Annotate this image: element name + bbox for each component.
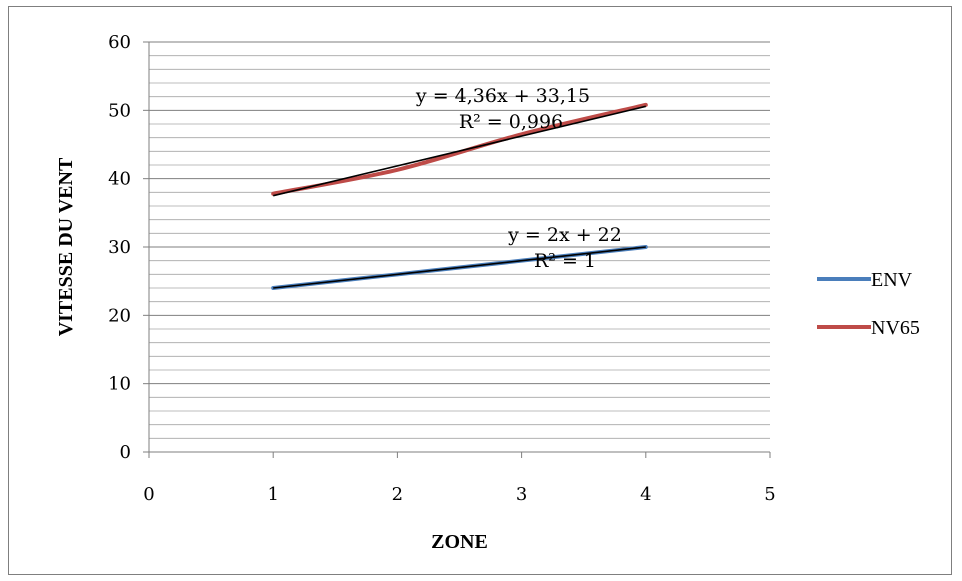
legend-label-nv65: NV65 <box>871 317 920 339</box>
y-axis-title: VITESSE DU VENT <box>55 157 77 336</box>
trendline-labels: y = 2x + 22 R² = 1 y = 4,36x + 33,15 R² = 0… <box>415 85 622 272</box>
trendline-r2: R² = 1 <box>534 250 596 272</box>
y-tick-label: 60 <box>108 32 131 53</box>
trendline-nv65 <box>273 105 646 197</box>
trendline-r2: R² = 0,996 <box>459 111 563 133</box>
trendline-equation: y = 4,36x + 33,15 <box>415 85 590 107</box>
x-axis-title: ZONE <box>431 531 488 553</box>
y-tick-labels: 0 10 20 30 40 50 60 <box>108 32 131 463</box>
y-tick-label: 50 <box>108 100 131 121</box>
y-tick-label: 20 <box>108 305 131 326</box>
y-tick-label: 30 <box>108 237 131 258</box>
series-line-nv65 <box>271 102 648 196</box>
x-tick-labels: 0 1 2 3 4 5 <box>143 484 775 505</box>
x-tick-label: 4 <box>640 484 651 505</box>
axes <box>143 41 771 458</box>
x-tick-label: 2 <box>392 484 403 505</box>
x-tick-label: 3 <box>516 484 527 505</box>
y-tick-label: 0 <box>120 442 131 463</box>
trendline-equation: y = 2x + 22 <box>507 224 622 246</box>
gridlines <box>149 41 770 453</box>
x-tick-label: 1 <box>267 484 278 505</box>
trendline-env <box>273 246 646 289</box>
x-tick-label: 0 <box>143 484 154 505</box>
x-tick-label: 5 <box>764 484 775 505</box>
y-tick-label: 40 <box>108 169 131 190</box>
legend-label-env: ENV <box>871 269 913 291</box>
trendlines <box>273 105 646 289</box>
legend: ENV NV65 <box>817 269 920 339</box>
y-tick-label: 10 <box>108 374 131 395</box>
